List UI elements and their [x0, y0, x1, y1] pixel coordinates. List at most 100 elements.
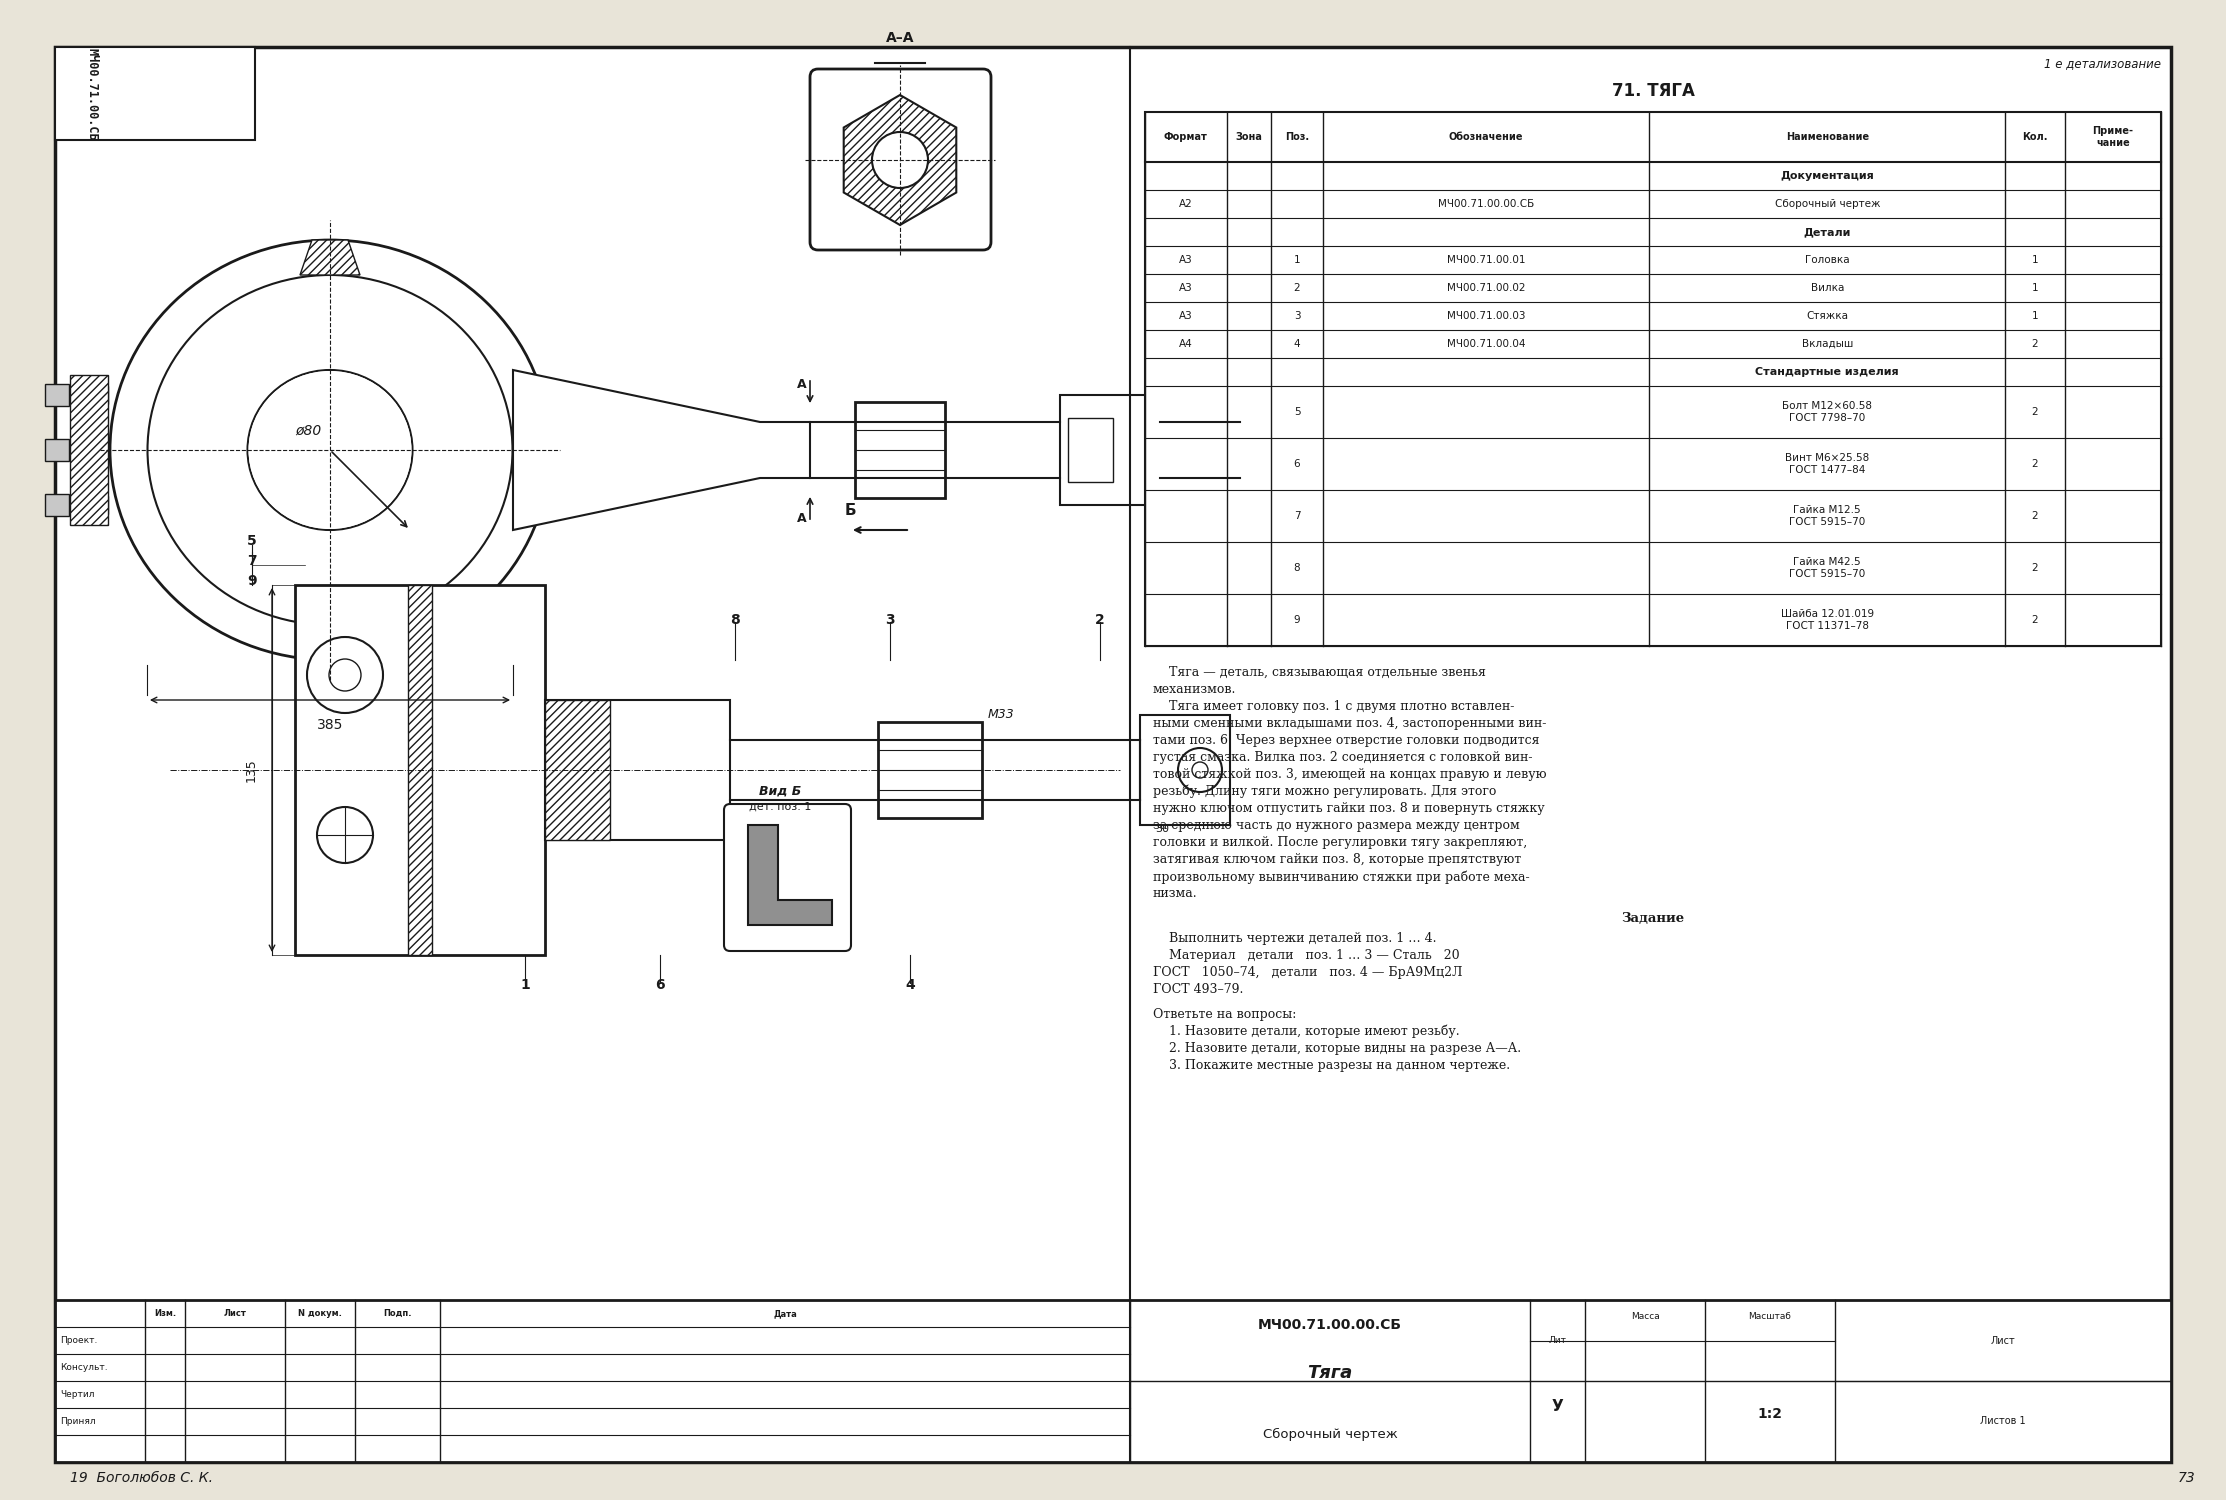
Text: 2: 2: [2032, 406, 2039, 417]
Text: Проект.: Проект.: [60, 1336, 98, 1346]
Text: Стандартные изделия: Стандартные изделия: [1756, 368, 1899, 376]
Bar: [69, 496, 109, 514]
Text: за среднюю часть до нужного размера между центром: за среднюю часть до нужного размера межд…: [1153, 819, 1520, 833]
Text: Обозначение: Обозначение: [1449, 132, 1523, 142]
Text: ГОСТ 493–79.: ГОСТ 493–79.: [1153, 982, 1244, 996]
Text: МЧ00.71.00.01: МЧ00.71.00.01: [1447, 255, 1525, 266]
Text: Болт М12×60.58
ГОСТ 7798–70: Болт М12×60.58 ГОСТ 7798–70: [1783, 400, 1872, 423]
Text: ø80: ø80: [296, 424, 321, 438]
Bar: [545, 700, 610, 840]
Text: товой стяжкой поз. 3, имеющей на концах правую и левую: товой стяжкой поз. 3, имеющей на концах …: [1153, 768, 1547, 782]
Text: Гайка М42.5
ГОСТ 5915–70: Гайка М42.5 ГОСТ 5915–70: [1790, 556, 1865, 579]
Text: Детали: Детали: [1803, 226, 1852, 237]
Text: 1: 1: [2032, 310, 2039, 321]
Text: А–А: А–А: [886, 32, 915, 45]
Text: Шайба 12.01.019
ГОСТ 11371–78: Шайба 12.01.019 ГОСТ 11371–78: [1781, 609, 1874, 631]
Text: Документация: Документация: [1781, 171, 1874, 182]
Text: Дата: Дата: [772, 1310, 797, 1318]
Text: 1: 1: [521, 978, 530, 992]
Text: Тяга: Тяга: [1307, 1364, 1353, 1382]
Text: А: А: [797, 512, 806, 525]
Text: Головка: Головка: [1805, 255, 1850, 266]
FancyBboxPatch shape: [810, 69, 991, 251]
Text: произвольному вывинчиванию стяжки при работе меха-: произвольному вывинчиванию стяжки при ра…: [1153, 870, 1529, 883]
Text: Сборочный чертеж: Сборочный чертеж: [1774, 200, 1881, 208]
Text: 73: 73: [2177, 1472, 2195, 1485]
Text: Лист: Лист: [1990, 1335, 2015, 1346]
Text: низма.: низма.: [1153, 886, 1198, 900]
Text: У: У: [1552, 1400, 1563, 1414]
Text: Задание: Задание: [1621, 912, 1685, 926]
Polygon shape: [301, 240, 361, 274]
Text: нужно ключом отпустить гайки поз. 8 и повернуть стяжку: нужно ключом отпустить гайки поз. 8 и по…: [1153, 802, 1545, 814]
Text: Б: Б: [844, 503, 855, 518]
Text: 1: 1: [1293, 255, 1300, 266]
Text: 5: 5: [1293, 406, 1300, 417]
Text: 2: 2: [2032, 562, 2039, 573]
Bar: [407, 585, 432, 956]
Bar: [69, 441, 109, 459]
Text: Масштаб: Масштаб: [1750, 1312, 1792, 1322]
Bar: [56, 46, 256, 140]
Text: ными сменными вкладышами поз. 4, застопоренными вин-: ными сменными вкладышами поз. 4, застопо…: [1153, 717, 1547, 730]
Bar: [56, 1300, 2170, 1462]
Text: Принял: Принял: [60, 1418, 96, 1426]
Text: Выполнить чертежи деталей поз. 1 … 4.: Выполнить чертежи деталей поз. 1 … 4.: [1153, 932, 1436, 945]
Text: Консульт.: Консульт.: [60, 1364, 107, 1372]
Text: Формат: Формат: [1164, 132, 1209, 142]
Text: Винт М6×25.58
ГОСТ 1477–84: Винт М6×25.58 ГОСТ 1477–84: [1785, 453, 1870, 476]
Bar: [69, 386, 109, 404]
Polygon shape: [844, 94, 957, 225]
Text: Лит: Лит: [1549, 1336, 1567, 1346]
Text: Гайка М12.5
ГОСТ 5915–70: Гайка М12.5 ГОСТ 5915–70: [1790, 506, 1865, 526]
Text: головки и вилкой. После регулировки тягу закрепляют,: головки и вилкой. После регулировки тягу…: [1153, 836, 1527, 849]
Text: 3: 3: [1293, 310, 1300, 321]
Text: механизмов.: механизмов.: [1153, 682, 1235, 696]
Text: А4: А4: [1180, 339, 1193, 350]
Text: Вид Б: Вид Б: [759, 784, 801, 798]
Bar: [1068, 419, 1113, 482]
Text: Стяжка: Стяжка: [1805, 310, 1848, 321]
Bar: [45, 384, 69, 406]
Text: 1 е детализование: 1 е детализование: [2043, 57, 2161, 70]
Polygon shape: [512, 370, 810, 530]
Text: Листов 1: Листов 1: [1981, 1416, 2026, 1426]
Bar: [545, 700, 730, 840]
Text: Материал   детали   поз. 1 … 3 — Сталь   20: Материал детали поз. 1 … 3 — Сталь 20: [1153, 950, 1460, 962]
Circle shape: [873, 132, 928, 188]
Text: Приме-
чание: Приме- чание: [2092, 126, 2133, 148]
Text: резьбу. Длину тяги можно регулировать. Для этого: резьбу. Длину тяги можно регулировать. Д…: [1153, 784, 1496, 798]
Bar: [45, 440, 69, 460]
Text: А2: А2: [1180, 200, 1193, 208]
Text: Кол.: Кол.: [2021, 132, 2048, 142]
Text: 1: 1: [2032, 284, 2039, 292]
Bar: [855, 402, 946, 498]
Text: 30: 30: [1155, 824, 1169, 834]
Bar: [877, 722, 982, 818]
Text: Наименование: Наименование: [1785, 132, 1870, 142]
Bar: [69, 375, 109, 525]
Text: А3: А3: [1180, 284, 1193, 292]
Text: Сборочный чертеж: Сборочный чертеж: [1262, 1428, 1398, 1440]
Text: Вилка: Вилка: [1810, 284, 1843, 292]
Text: 9: 9: [247, 574, 256, 588]
Text: А3: А3: [1180, 255, 1193, 266]
FancyBboxPatch shape: [723, 804, 850, 951]
Text: 4: 4: [1293, 339, 1300, 350]
Text: Чертил: Чертил: [60, 1390, 93, 1400]
Text: 9: 9: [1293, 615, 1300, 626]
Text: 2: 2: [1293, 284, 1300, 292]
Text: МЧ00.71.00.03: МЧ00.71.00.03: [1447, 310, 1525, 321]
Text: 2: 2: [2032, 512, 2039, 520]
Text: 2: 2: [1095, 614, 1104, 627]
Text: N докум.: N докум.: [298, 1310, 343, 1318]
Text: 8: 8: [730, 614, 739, 627]
Text: 2: 2: [2032, 339, 2039, 350]
Text: МЧ00.71.00.00.СБ: МЧ00.71.00.00.СБ: [1258, 1318, 1402, 1332]
Bar: [1144, 112, 2161, 646]
Text: Вкладыш: Вкладыш: [1801, 339, 1852, 350]
Text: 1:2: 1:2: [1759, 1407, 1783, 1420]
Text: Тяга имеет головку поз. 1 с двумя плотно вставлен-: Тяга имеет головку поз. 1 с двумя плотно…: [1153, 700, 1514, 712]
Ellipse shape: [249, 370, 412, 530]
Text: ГОСТ   1050–74,   детали   поз. 4 — БрА9Мц2Л: ГОСТ 1050–74, детали поз. 4 — БрА9Мц2Л: [1153, 966, 1462, 980]
